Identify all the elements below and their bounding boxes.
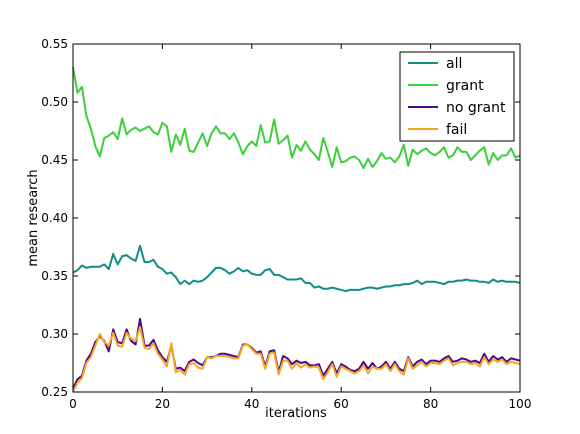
x-tick-label: 0 [69,397,77,411]
legend-label-fail: fail [446,122,467,138]
ticks-layer: 0 20 40 60 80 100 0.25 0.30 0.35 0.40 0.45 0.50 0.55 [41,37,531,411]
y-tick-label: 0.40 [41,211,68,225]
series-line-fail [72,326,521,393]
series-line-no-grant [72,317,521,389]
legend-box [399,51,515,142]
x-tick-label: 100 [509,397,532,411]
y-tick-label: 0.50 [41,95,68,109]
series-layer [72,67,521,393]
legend-label-all: all [446,56,462,72]
x-tick-label: 40 [244,397,259,411]
legend-label-grant: grant [446,78,484,94]
y-tick-label: 0.30 [41,327,68,341]
y-tick-label: 0.45 [41,153,68,167]
y-tick-label: 0.55 [41,37,68,51]
x-tick-label: 80 [423,397,438,411]
x-axis-title: iterations [265,406,327,421]
legend-label-no-grant: no grant [446,100,506,116]
x-tick-label: 60 [334,397,349,411]
series-line-all [72,244,521,293]
series-line-grant [72,67,521,170]
y-tick-label: 0.35 [41,269,68,283]
legend: all grant no grant fail [399,51,515,142]
x-tick-label: 20 [155,397,170,411]
y-axis-title: mean research [26,169,41,266]
y-tick-label: 0.25 [41,385,68,399]
